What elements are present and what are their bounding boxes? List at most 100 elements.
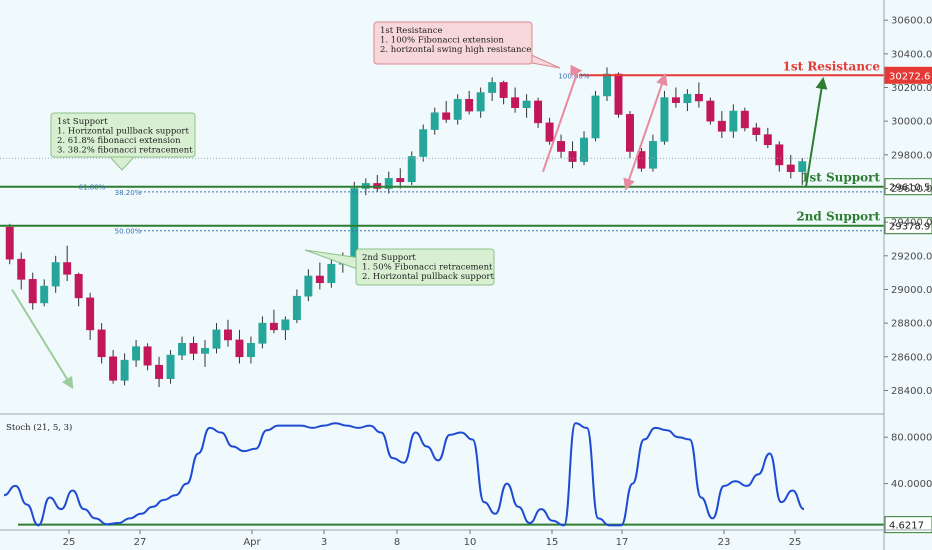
- candle-body: [258, 322, 267, 344]
- candle-body: [683, 93, 692, 103]
- candle-body: [442, 112, 451, 120]
- price-tag-label: 29378.9: [889, 222, 930, 233]
- candle-body: [775, 144, 784, 166]
- stochastic-panel: Stoch (21, 5, 3) 4.6217: [3, 422, 932, 534]
- stoch-value-label: 4.6217: [889, 521, 924, 532]
- note-line: 2. 61.8% fibonacci extension: [57, 136, 181, 146]
- price-tick-label: 30000.00: [891, 117, 932, 128]
- candle-body: [178, 343, 187, 356]
- candle-body: [430, 112, 439, 130]
- candle-body: [717, 120, 726, 132]
- candle-body: [74, 274, 83, 299]
- time-tick-label: 17: [616, 537, 629, 548]
- candle-body: [5, 226, 14, 260]
- note-line: 1. Horizontal pullback support: [57, 127, 189, 137]
- price-tick-label: 28400.00: [891, 386, 932, 397]
- candle-body: [120, 359, 129, 381]
- candle-body: [419, 129, 428, 157]
- price-tag-label: 29610.5: [889, 183, 930, 194]
- candle-body: [63, 262, 72, 275]
- price-tick-label: 28600.00: [891, 352, 932, 363]
- time-axis[interactable]: 25 27 Apr 3 8 10 15 17 23 25: [0, 529, 932, 548]
- candle-body: [694, 93, 703, 102]
- level-name-label: 1st Resistance: [783, 59, 881, 73]
- candle-body: [327, 263, 336, 284]
- stoch-title: Stoch (21, 5, 3): [6, 422, 72, 433]
- price-tick-label: 30400.00: [891, 49, 932, 60]
- level-name-label: 1st Support: [801, 171, 880, 185]
- candle-body: [591, 95, 600, 139]
- candle-body: [235, 339, 244, 358]
- price-tick-label: 30600.00: [891, 16, 932, 27]
- price-tag-box: [884, 217, 932, 235]
- time-tick-label: 25: [789, 537, 802, 548]
- time-tick-label: Apr: [243, 537, 261, 548]
- candle-body: [763, 134, 772, 146]
- candle-body: [97, 329, 106, 358]
- candle-body: [729, 110, 738, 132]
- candle-body: [557, 141, 566, 152]
- candle-body: [304, 275, 313, 297]
- time-tick-label: 3: [321, 537, 327, 548]
- candle-body: [350, 188, 359, 260]
- target-arrow-green: [805, 76, 828, 187]
- candle-body: [671, 97, 680, 103]
- note-box: [50, 112, 196, 158]
- note-line: 1. 100% Fibonacci extension: [380, 36, 504, 46]
- candle-body: [132, 346, 141, 361]
- price-tick-label: 29600.00: [891, 184, 932, 195]
- note-line: 3. 38.2% fibonacci retracement: [57, 146, 193, 156]
- candle-body: [189, 343, 198, 354]
- annotation-arrows: [11, 64, 828, 390]
- price-tick-label: 29800.00: [891, 150, 932, 161]
- time-tick-label: 25: [63, 537, 76, 548]
- time-tick-label: 10: [464, 537, 477, 548]
- candle-body: [740, 110, 749, 129]
- price-tick-label: 29000.00: [891, 285, 932, 296]
- price-tick-label: 28800.00: [891, 319, 932, 330]
- candle-body: [384, 178, 393, 189]
- extension-arrow-pink: [623, 73, 668, 191]
- price-tag-box: [884, 66, 932, 84]
- candle-body: [223, 329, 232, 341]
- fib-level-label: 61.80%: [79, 184, 106, 192]
- candle-body: [603, 73, 611, 97]
- candle-body: [499, 82, 508, 98]
- candle-body: [534, 100, 543, 124]
- candle-body: [786, 164, 795, 172]
- candle-body: [614, 73, 623, 115]
- note-line: 2. horizontal swing high resistance: [380, 45, 531, 55]
- note-title: 1st Support: [57, 117, 108, 127]
- level-name-label: 2nd Support: [796, 210, 880, 224]
- fib-level-label: 50.00%: [115, 228, 142, 236]
- candle-body: [28, 279, 37, 304]
- candle-body: [625, 114, 634, 152]
- price-axis[interactable]: 30600.00 30400.00 30200.00 30000.00 29800.00…: [883, 0, 932, 550]
- candle-body: [648, 141, 657, 169]
- candle-body: [465, 98, 474, 112]
- candle-body: [511, 97, 520, 109]
- price-tick-label: 29200.00: [891, 251, 932, 262]
- price-tag-label: 30272.6: [889, 71, 930, 82]
- note-line: 1. 50% Fibonacci retracement: [362, 263, 493, 273]
- candle-body: [86, 297, 95, 331]
- note-box: [373, 21, 533, 65]
- candle-body: [396, 178, 405, 183]
- retracement-arrow-lightgreen: [11, 288, 74, 390]
- stoch-tick-label: 80.0000: [891, 433, 932, 444]
- time-tick-label: 23: [718, 537, 731, 548]
- time-tick-label: 8: [394, 537, 400, 548]
- candle-body: [706, 100, 715, 122]
- candle-body: [109, 356, 118, 381]
- candle-body: [51, 262, 60, 287]
- stoch-value-tag: [884, 516, 932, 534]
- candle-body: [17, 258, 26, 280]
- note-box: [355, 248, 495, 286]
- candle-body: [315, 275, 324, 284]
- note-title: 1st Resistance: [380, 26, 443, 36]
- price-tick-label: 29400.00: [891, 218, 932, 229]
- candle-body: [798, 161, 807, 172]
- candle-body: [212, 329, 221, 349]
